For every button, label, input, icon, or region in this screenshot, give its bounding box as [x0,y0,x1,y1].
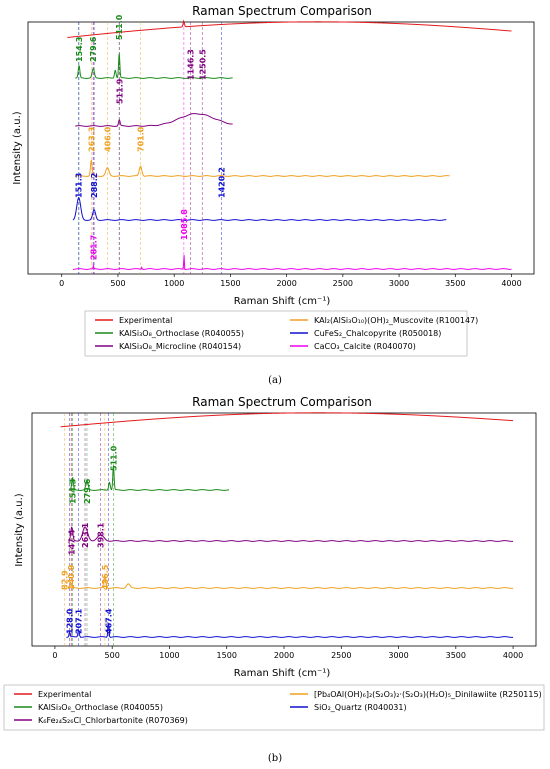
x-tick-label: 0 [59,279,64,288]
chart-b-series [60,412,514,638]
x-tick-label: 3500 [445,279,465,288]
x-tick-label: 4000 [503,651,523,660]
x-tick-label: 1000 [159,651,179,660]
peak-label: 151.3 [75,173,84,198]
peak-label: 82.9 [60,570,69,590]
peak-label: 154.3 [75,37,84,62]
x-tick-label: 0 [52,651,57,660]
peak-label: 467.4 [104,608,113,634]
chart-b-legend: Experimental KAlSi₃O₈_Orthoclase (R040055… [14,690,542,725]
legend-entry: Experimental [38,690,91,699]
chart-a-caption: (a) [268,375,282,386]
chart-a-legend: Experimental KAlSi₃O₈_Orthoclase (R040055… [95,316,478,351]
x-tick-label: 4000 [501,279,521,288]
peak-label: 406.0 [103,126,112,152]
series-line-4 [72,196,447,221]
peak-label: 436.5 [101,564,110,590]
panel-b: Raman Spectrum Comparison 154.3 279.6 511.… [3,395,545,764]
legend-entry: KAlSi₃O₈_Microcline (R040154) [119,342,241,351]
series-line-2 [68,526,514,542]
legend-entry: K₆Fe₂₄S₂₆Cl_Chlorbartonite (R070369) [38,716,188,725]
peak-label: 398.1 [96,522,105,548]
chart-a-y-axis-title: Intensity (a.u.) [12,111,23,184]
chart-b-y-axis-title: Intensity (a.u.) [14,493,25,566]
series-line-0 [67,19,512,38]
chart-b-caption: (b) [268,753,282,764]
x-tick-label: 2500 [331,651,351,660]
x-tick-label: 500 [105,651,120,660]
x-tick-label: 1000 [164,279,184,288]
chart-a-x-axis-title: Raman Shift (cm⁻¹) [234,296,331,307]
x-tick-label: 1500 [220,279,240,288]
series-line-3 [68,574,514,589]
chart-a-title: Raman Spectrum Comparison [192,4,372,18]
series-line-1 [75,52,233,79]
peak-label: 279.6 [83,478,92,504]
peak-label: 1420.2 [217,167,226,198]
chart-a-series [67,19,512,270]
peak-label: 511.9 [115,78,124,104]
x-tick-label: 3000 [388,651,408,660]
chart-a-x-ticks: 0 500 1000 1500 2000 2500 3000 3500 4000 [59,274,522,288]
peak-label: 1085.8 [180,209,189,240]
legend-entry: KAlSi₃O₈_Orthoclase (R040055) [119,329,244,338]
peak-label: 128.0 [66,608,75,634]
legend-entry: CuFeS₂_Chalcopyrite (R050018) [314,329,441,338]
legend-entry: KAl₂(AlSi₃O₁₀)(OH)₂_Muscovite (R100147) [314,316,478,325]
series-line-5 [72,255,512,270]
x-tick-label: 500 [110,279,125,288]
chart-a-peak-guides [78,22,222,274]
chart-a-peak-labels: 154.3 279.6 511.0 511.9 1146.3 1250.5 263.3 406… [75,14,227,260]
peak-label: 154.3 [69,479,78,504]
peak-label: 147.4 [68,529,77,555]
x-tick-label: 2000 [274,651,294,660]
x-tick-label: 2500 [333,279,353,288]
series-line-2 [75,113,233,127]
panel-a: Raman Spectrum Comparison 154.3 279.6 511.… [12,4,535,386]
legend-entry: [Pb₄OAl(OH)₆]₂(S₂O₃)₂·(S₂O₃)(H₂O)₅_Dinil… [314,690,542,699]
x-tick-label: 3500 [446,651,466,660]
peak-label: 1146.3 [187,49,196,80]
legend-entry: SiO₂_Quartz (R040031) [314,703,407,712]
x-tick-label: 2000 [276,279,296,288]
series-line-0 [60,412,514,428]
chart-b-x-ticks: 0 500 1000 1500 2000 2500 3000 3500 4000 [52,646,523,660]
chart-a-legend-box [84,310,468,357]
chart-b-legend-box [3,684,545,731]
x-tick-label: 1500 [217,651,237,660]
peak-label: 701.0 [137,126,146,152]
legend-entry: Experimental [119,316,172,325]
peak-label: 288.2 [90,173,99,198]
series-line-1 [68,464,230,491]
peak-label: 281.7 [89,235,98,260]
peak-label: 263.1 [81,522,90,548]
series-line-4 [66,621,514,638]
peak-label: 207.1 [75,608,84,634]
legend-entry: KAlSi₃O₈_Orthoclase (R040055) [38,703,163,712]
peak-label: 140.9 [67,564,76,590]
legend-entry: CaCO₃_Calcite (R040070) [314,342,416,351]
peak-label: 511.0 [109,445,118,471]
peak-label: 511.0 [115,14,124,40]
chart-b-x-axis-title: Raman Shift (cm⁻¹) [234,668,331,679]
peak-label: 263.3 [87,127,96,152]
series-line-3 [75,159,450,177]
x-tick-label: 3000 [389,279,409,288]
chart-b-title: Raman Spectrum Comparison [192,395,372,409]
peak-label: 1250.5 [198,49,207,80]
peak-label: 279.6 [89,36,98,62]
